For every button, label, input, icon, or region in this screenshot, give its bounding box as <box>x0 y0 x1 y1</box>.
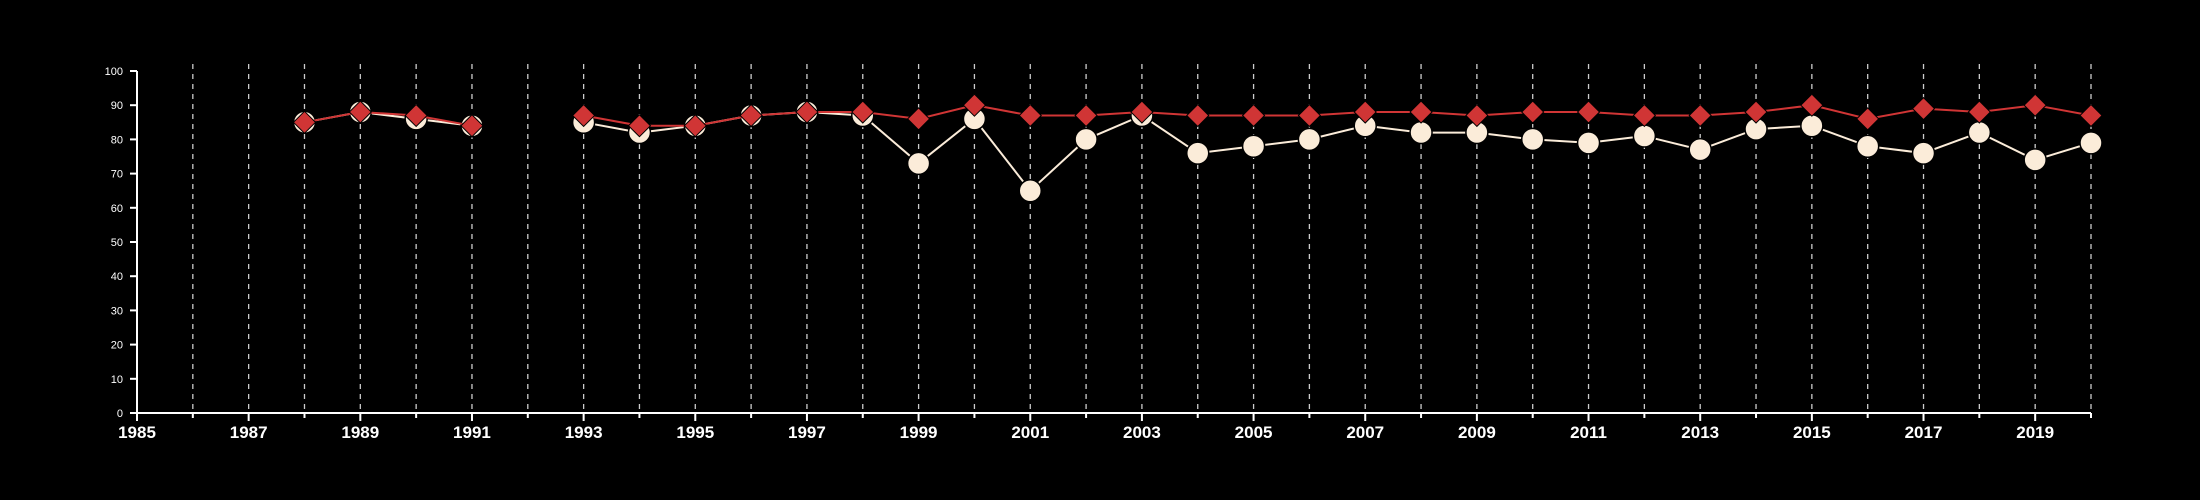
data-point-diamond <box>1018 103 1042 128</box>
series-diamond <box>292 93 2103 138</box>
data-point-diamond <box>627 114 652 138</box>
data-point-diamond <box>348 100 373 124</box>
data-point-circle <box>2023 148 2047 172</box>
data-point-circle <box>1241 134 1266 158</box>
x-tick-label: 1997 <box>788 423 826 442</box>
data-point-diamond <box>1855 107 1880 131</box>
data-point-diamond <box>2079 103 2103 128</box>
x-tick-label: 1995 <box>676 423 714 442</box>
data-point-diamond <box>571 103 596 128</box>
data-point-diamond <box>1297 103 1322 128</box>
data-point-diamond <box>851 100 875 124</box>
x-tick-label: 2001 <box>1011 423 1049 442</box>
y-tick-label: 10 <box>111 374 123 386</box>
data-point-diamond <box>1800 93 1824 117</box>
data-point-diamond <box>1911 96 1936 121</box>
x-tick-label: 2009 <box>1458 423 1496 442</box>
data-point-circle <box>1409 120 1433 145</box>
y-tick-label: 30 <box>111 305 123 317</box>
data-point-diamond <box>1241 103 1266 128</box>
data-point-diamond <box>1409 100 1433 124</box>
y-tick-label: 20 <box>111 340 123 352</box>
series-layer <box>292 93 2103 203</box>
series-line <box>583 110 2092 193</box>
data-point-circle <box>1967 120 1992 145</box>
data-point-diamond <box>292 110 317 135</box>
data-point-diamond <box>404 103 428 128</box>
data-point-circle <box>1185 141 1210 165</box>
data-point-circle <box>906 151 931 176</box>
data-point-diamond <box>1521 100 1545 124</box>
data-point-circle <box>1297 127 1322 152</box>
x-tick-label: 1999 <box>900 423 938 442</box>
x-tick-label: 1987 <box>230 423 268 442</box>
data-point-diamond <box>1576 100 1601 124</box>
data-point-circle <box>1520 127 1545 152</box>
data-point-diamond <box>1744 100 1768 124</box>
series-line <box>583 104 2092 127</box>
data-point-circle <box>1074 127 1098 152</box>
data-point-diamond <box>962 93 987 117</box>
data-point-diamond <box>1186 103 1210 128</box>
data-point-diamond <box>1632 103 1657 128</box>
data-point-diamond <box>1130 100 1154 124</box>
series-line <box>304 110 473 127</box>
data-point-diamond <box>460 114 484 138</box>
y-tick-label: 70 <box>111 169 123 181</box>
x-tick-label: 1985 <box>118 423 156 442</box>
data-point-diamond <box>795 100 819 124</box>
data-point-circle <box>1576 131 1601 155</box>
y-tick-label: 60 <box>111 203 123 215</box>
data-point-diamond <box>1465 103 1489 128</box>
data-point-circle <box>2079 131 2103 155</box>
data-point-circle <box>1911 141 1936 165</box>
x-tick-label: 2005 <box>1235 423 1273 442</box>
x-tick-label: 2015 <box>1793 423 1831 442</box>
data-point-diamond <box>2023 93 2047 117</box>
data-point-diamond <box>1967 100 1992 124</box>
data-point-diamond <box>1688 103 1712 128</box>
axes: 0 10 20 30 40 50 60 70 80 90 100 1985 1987 1989 1991 19… <box>105 66 2092 442</box>
y-tick-label: 0 <box>117 408 123 420</box>
x-tick-label: 2011 <box>1570 423 1607 442</box>
y-tick-label: 90 <box>111 100 123 112</box>
y-tick-label: 50 <box>111 237 123 249</box>
x-tick-label: 2019 <box>2016 423 2054 442</box>
data-point-diamond <box>1074 103 1098 128</box>
data-point-circle <box>1632 124 1657 148</box>
data-point-diamond <box>906 107 931 131</box>
y-tick-label: 40 <box>111 271 123 283</box>
y-tick-label: 100 <box>105 66 123 78</box>
x-tick-label: 2007 <box>1346 423 1384 442</box>
x-tick-label: 2003 <box>1123 423 1161 442</box>
grid-lines <box>192 64 2092 413</box>
y-tick-label: 80 <box>111 134 123 146</box>
x-tick-label: 1989 <box>341 423 379 442</box>
data-point-circle <box>1688 137 1712 162</box>
x-tick-label: 2013 <box>1681 423 1719 442</box>
data-point-diamond <box>683 114 707 138</box>
x-tick-label: 1991 <box>453 423 491 442</box>
data-point-diamond <box>1353 100 1377 124</box>
data-point-circle <box>1800 113 1824 138</box>
data-point-circle <box>1018 178 1043 203</box>
x-tick-label: 1993 <box>565 423 603 442</box>
data-point-circle <box>1855 134 1880 158</box>
data-point-diamond <box>739 103 763 128</box>
x-tick-label: 2017 <box>1905 423 1943 442</box>
